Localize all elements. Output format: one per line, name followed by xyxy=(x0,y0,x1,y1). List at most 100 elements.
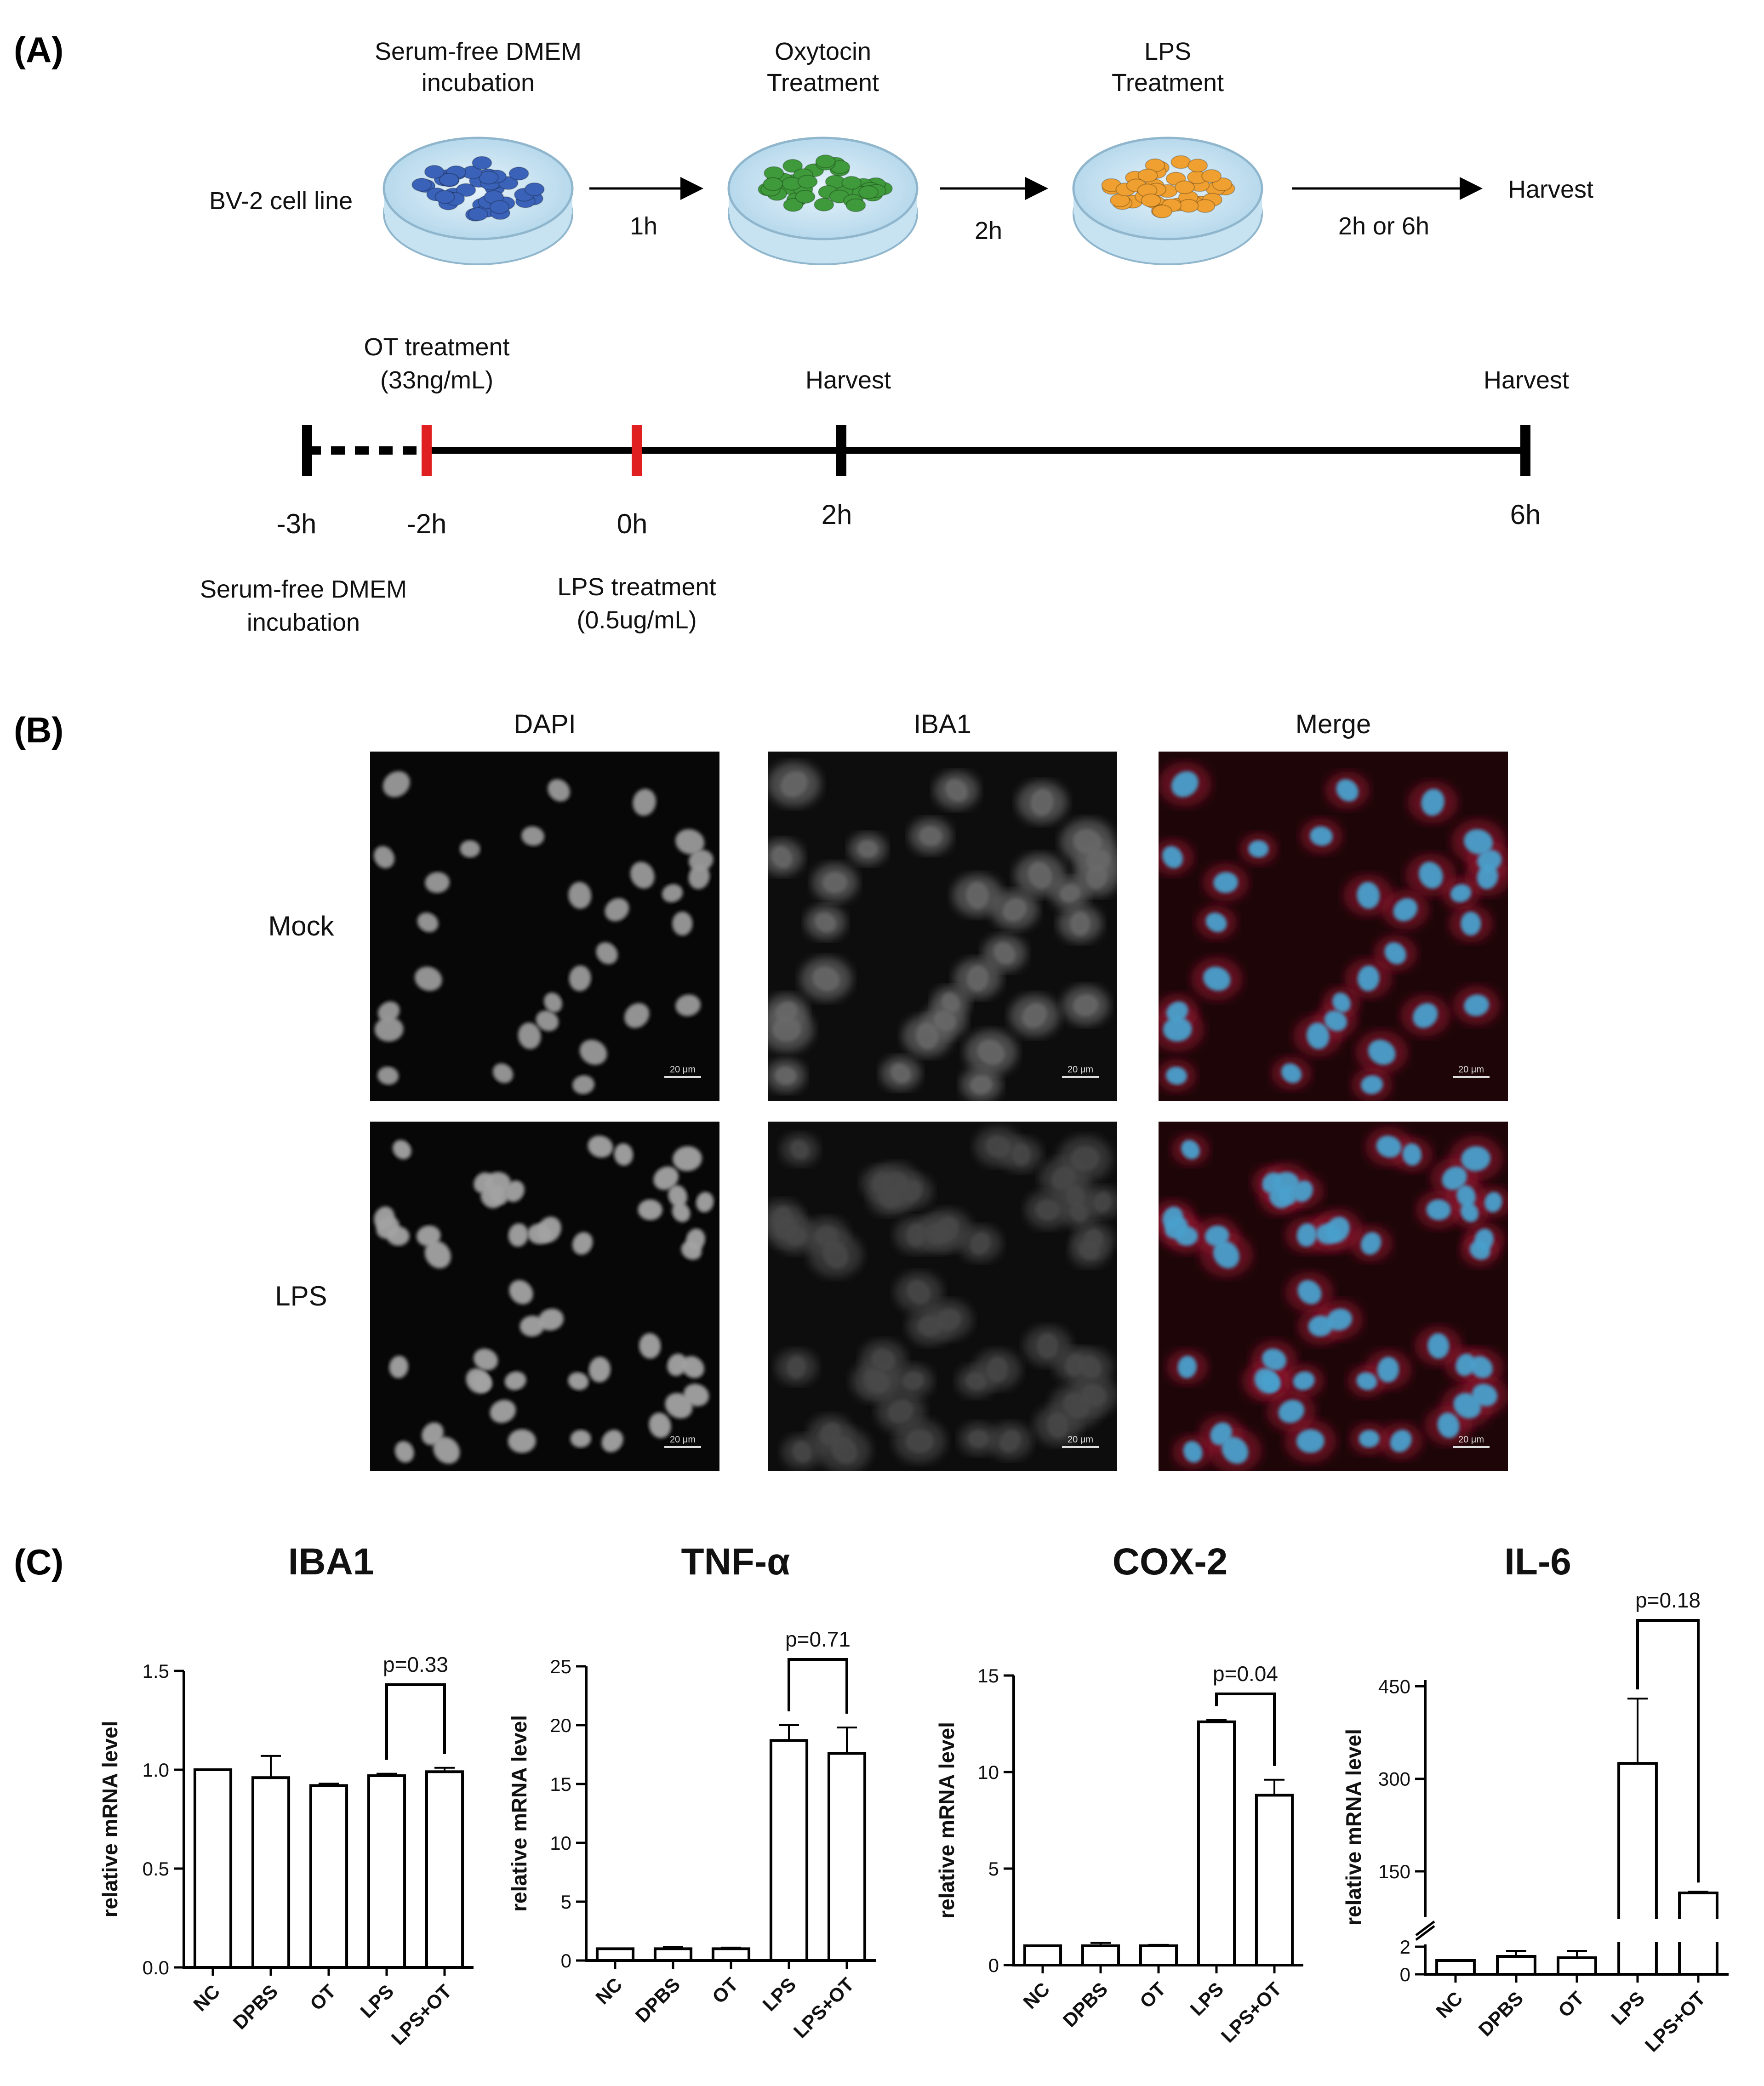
nucleus xyxy=(917,1316,942,1337)
nucleus xyxy=(672,912,693,936)
nucleus xyxy=(1030,789,1054,816)
nucleus xyxy=(1461,1146,1490,1171)
timeline-tick-label: 6h xyxy=(1510,499,1541,530)
nucleus xyxy=(905,1429,934,1453)
nucleus xyxy=(415,966,442,991)
timeline-tick-label: 0h xyxy=(617,508,648,539)
nucleus xyxy=(394,1441,414,1463)
nucleus xyxy=(630,861,655,889)
x-tick-label: NC xyxy=(1019,1978,1054,2013)
nucleus xyxy=(653,1166,679,1190)
cell-icon xyxy=(411,177,432,192)
y-tick-label: 150 xyxy=(1378,1861,1410,1882)
nucleus xyxy=(1427,1333,1450,1359)
nucleus xyxy=(887,1400,914,1423)
nucleus xyxy=(633,789,656,816)
nucleus xyxy=(902,1371,924,1391)
nucleus xyxy=(1028,861,1052,889)
nucleus xyxy=(1262,1348,1287,1371)
timeline-tick-label: -3h xyxy=(277,508,317,539)
nucleus xyxy=(1162,846,1183,868)
bar xyxy=(1023,1944,1062,1966)
nucleus xyxy=(570,1430,591,1448)
bar xyxy=(309,1784,348,1969)
workflow-arrows: 1h 2h 2h or 6h xyxy=(589,177,1483,245)
nucleus xyxy=(1477,849,1502,872)
nucleus xyxy=(1203,966,1231,991)
y-tick-label: 5 xyxy=(561,1891,571,1913)
x-tick-label: DPBS xyxy=(631,1973,685,2027)
nucleus xyxy=(1296,1429,1324,1453)
micro-row-label: Mock xyxy=(268,911,334,941)
nucleus xyxy=(538,1308,564,1331)
nucleus xyxy=(504,1371,526,1391)
workflow-step-title: Oxytocin xyxy=(775,38,871,65)
nucleus xyxy=(374,1017,404,1042)
nucleus xyxy=(945,779,968,802)
nucleus xyxy=(1022,1003,1047,1028)
p-value-label: p=0.18 xyxy=(1635,1588,1701,1612)
micro-column-header: IBA1 xyxy=(913,709,971,739)
nucleus xyxy=(1361,1075,1383,1094)
cell-icon xyxy=(468,207,488,221)
nucleus xyxy=(1308,1316,1333,1337)
p-value-label: p=0.33 xyxy=(383,1653,448,1676)
y-tick-label: 10 xyxy=(550,1832,571,1854)
micrograph-mock-iba1: 20 μm xyxy=(768,752,1117,1101)
bar xyxy=(1197,1720,1236,1967)
chart-title: IL-6 xyxy=(1504,1541,1571,1583)
nucleus xyxy=(1464,994,1490,1016)
nucleus xyxy=(696,1191,714,1213)
cell-icon xyxy=(1178,199,1199,213)
nucleus xyxy=(1165,1216,1188,1239)
nucleus xyxy=(1079,1356,1102,1379)
y-tick-label: 450 xyxy=(1378,1676,1410,1697)
nucleus xyxy=(667,1353,687,1376)
y-tick-label: 20 xyxy=(550,1715,571,1736)
nucleus xyxy=(536,1010,559,1032)
y-tick-label: 0 xyxy=(561,1950,571,1972)
bar xyxy=(653,1947,693,1962)
x-tick-label: OT xyxy=(708,1973,742,2008)
nucleus xyxy=(572,1075,595,1094)
nucleus xyxy=(1418,861,1443,889)
bar xyxy=(1081,1944,1120,1966)
nucleus xyxy=(1336,779,1359,802)
nucleus xyxy=(579,1039,607,1065)
micro-column-header: Merge xyxy=(1296,709,1371,739)
workflow-end-label: Harvest xyxy=(1508,176,1593,203)
y-tick-label: 0.5 xyxy=(143,1858,169,1880)
x-tick-label: DPBS xyxy=(1059,1978,1112,2031)
nucleus xyxy=(548,779,570,802)
nucleus xyxy=(433,1436,460,1464)
chart-il-6: IL-6 relative mRNA level 0 2 150 300 450 NC DPBS… xyxy=(1342,1541,1729,2056)
nucleus xyxy=(425,872,450,893)
nucleus xyxy=(1011,1143,1031,1166)
nucleus xyxy=(1273,1172,1299,1195)
scale-bar-label: 20 μm xyxy=(670,1435,696,1445)
nucleus xyxy=(1477,864,1498,889)
cell-icon xyxy=(845,198,866,212)
nucleus xyxy=(474,1348,498,1371)
cell-icon xyxy=(1141,193,1161,207)
y-tick-label: 0 xyxy=(988,1955,999,1976)
nucleus xyxy=(1086,864,1107,889)
micrograph-lps-merge: 20 μm xyxy=(1159,1122,1508,1471)
nucleus xyxy=(544,992,562,1013)
timeline-annotation-below: (0.5ug/mL) xyxy=(577,606,696,634)
nucleus xyxy=(374,846,395,868)
bar xyxy=(1617,1762,1658,1919)
cell-icon xyxy=(1187,159,1208,173)
x-tick-label: OT xyxy=(1554,1987,1588,2022)
chart-title: COX-2 xyxy=(1113,1541,1228,1583)
nucleus xyxy=(1065,1353,1085,1376)
nucleus xyxy=(1293,1371,1315,1391)
significance-bracket xyxy=(788,1658,848,1714)
nucleus xyxy=(1484,1191,1502,1213)
nucleus xyxy=(389,1356,409,1379)
nucleus xyxy=(376,1216,400,1239)
nucleus xyxy=(890,1063,911,1083)
nucleus xyxy=(993,942,1016,964)
timeline-annotation-above: OT treatment xyxy=(364,333,509,361)
bar xyxy=(251,1776,291,1969)
